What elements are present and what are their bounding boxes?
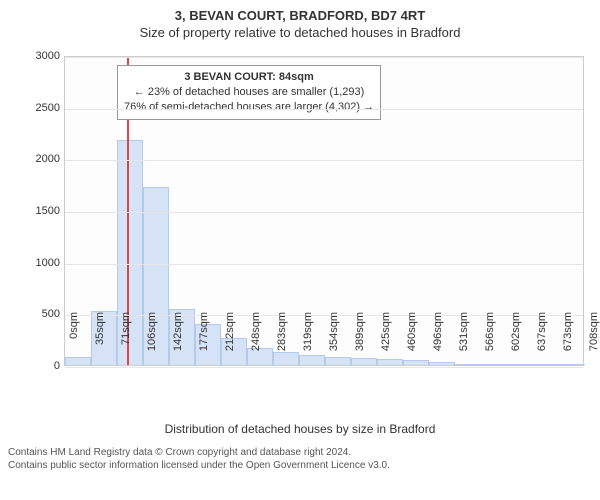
y-tick-label: 3000 xyxy=(24,50,60,62)
annotation-line3: 76% of semi-detached houses are larger (… xyxy=(124,100,374,115)
x-tick-label: 142sqm xyxy=(172,312,184,368)
x-tick-label: 708sqm xyxy=(588,312,600,368)
x-tick-label: 319sqm xyxy=(302,312,314,368)
gridline xyxy=(65,212,583,213)
x-tick-label: 106sqm xyxy=(146,312,158,368)
x-tick-label: 0sqm xyxy=(68,312,80,368)
x-tick-label: 602sqm xyxy=(510,312,522,368)
y-tick-label: 1500 xyxy=(24,205,60,217)
y-tick-label: 0 xyxy=(24,360,60,372)
x-tick-label: 425sqm xyxy=(380,312,392,368)
x-tick-label: 637sqm xyxy=(536,312,548,368)
y-tick-label: 2000 xyxy=(24,153,60,165)
x-tick-label: 177sqm xyxy=(198,312,210,368)
x-tick-label: 460sqm xyxy=(406,312,418,368)
x-tick-label: 389sqm xyxy=(354,312,366,368)
x-tick-label: 283sqm xyxy=(276,312,288,368)
x-tick-label: 71sqm xyxy=(120,312,132,368)
x-tick-label: 566sqm xyxy=(484,312,496,368)
y-tick-label: 1000 xyxy=(24,257,60,269)
x-tick-label: 531sqm xyxy=(458,312,470,368)
annotation-line1: 3 BEVAN COURT: 84sqm xyxy=(124,70,374,85)
x-tick-label: 35sqm xyxy=(94,312,106,368)
annotation-box: 3 BEVAN COURT: 84sqm ← 23% of detached h… xyxy=(117,65,381,120)
x-tick-label: 354sqm xyxy=(328,312,340,368)
plot-area: 3 BEVAN COURT: 84sqm ← 23% of detached h… xyxy=(64,56,584,366)
x-tick-label: 248sqm xyxy=(250,312,262,368)
gridline xyxy=(65,315,583,316)
chart-container: Number of detached properties 3 BEVAN CO… xyxy=(0,46,600,436)
y-tick-label: 2500 xyxy=(24,102,60,114)
annotation-line2: ← 23% of detached houses are smaller (1,… xyxy=(124,85,374,100)
page-subtitle: Size of property relative to detached ho… xyxy=(0,23,600,46)
x-tick-label: 673sqm xyxy=(562,312,574,368)
x-axis-label: Distribution of detached houses by size … xyxy=(0,422,600,436)
license-line2: Contains public sector information licen… xyxy=(8,459,592,472)
gridline xyxy=(65,109,583,110)
gridline xyxy=(65,264,583,265)
x-tick-label: 496sqm xyxy=(432,312,444,368)
gridline xyxy=(65,57,583,58)
x-tick-label: 212sqm xyxy=(224,312,236,368)
license-block: Contains HM Land Registry data © Crown c… xyxy=(0,436,600,472)
page-title-address: 3, BEVAN COURT, BRADFORD, BD7 4RT xyxy=(0,0,600,23)
license-line1: Contains HM Land Registry data © Crown c… xyxy=(8,446,592,459)
gridline xyxy=(65,367,583,368)
y-tick-label: 500 xyxy=(24,308,60,320)
gridline xyxy=(65,160,583,161)
